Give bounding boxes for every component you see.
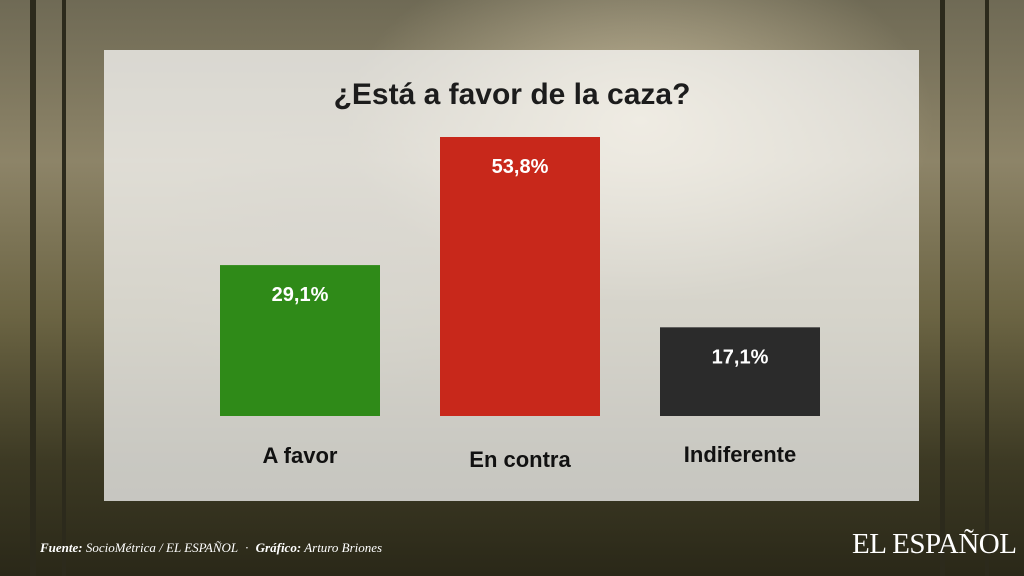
background-tree (985, 0, 989, 576)
credit-label: Gráfico: (255, 540, 302, 555)
category-label: Indiferente (684, 442, 796, 467)
category-label: A favor (263, 443, 338, 468)
source-value: SocioMétrica / EL ESPAÑOL (85, 540, 238, 555)
background-tree (30, 0, 36, 576)
credit-value: Arturo Briones (304, 540, 383, 555)
bar-0 (220, 265, 380, 416)
category-label: En contra (469, 447, 571, 472)
bar-value-label: 53,8% (492, 156, 549, 178)
bar-2 (660, 327, 820, 416)
source-label: Fuente: (40, 540, 83, 555)
chart-title: ¿Está a favor de la caza? (333, 78, 691, 111)
brand-logo: EL ESPAÑOL (852, 528, 1017, 560)
background-tree (62, 0, 66, 576)
background-tree (940, 0, 945, 576)
footer-separator: · (245, 540, 249, 555)
bar-value-label: 17,1% (712, 346, 769, 368)
bar-value-label: 29,1% (272, 284, 329, 306)
footer-credits: Fuente: SocioMétrica / EL ESPAÑOL · Gráf… (40, 540, 382, 556)
bar-1 (440, 137, 600, 416)
